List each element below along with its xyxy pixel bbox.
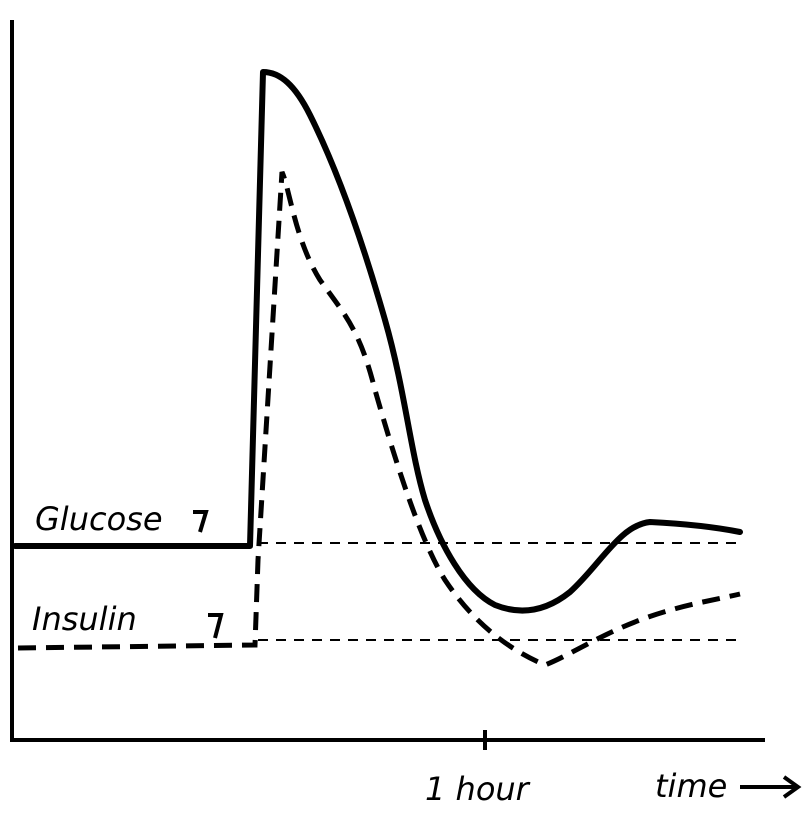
x-axis-label: time xyxy=(655,767,727,805)
insulin-hook xyxy=(208,613,224,639)
insulin-label: Insulin xyxy=(32,600,137,638)
glucose-curve xyxy=(12,69,743,614)
insulin-curve xyxy=(17,170,741,668)
time-arrow xyxy=(740,775,802,799)
x-mark-label: 1 hour xyxy=(425,770,531,808)
glucose-hook xyxy=(193,510,209,533)
glucose-label: Glucose xyxy=(35,500,163,538)
